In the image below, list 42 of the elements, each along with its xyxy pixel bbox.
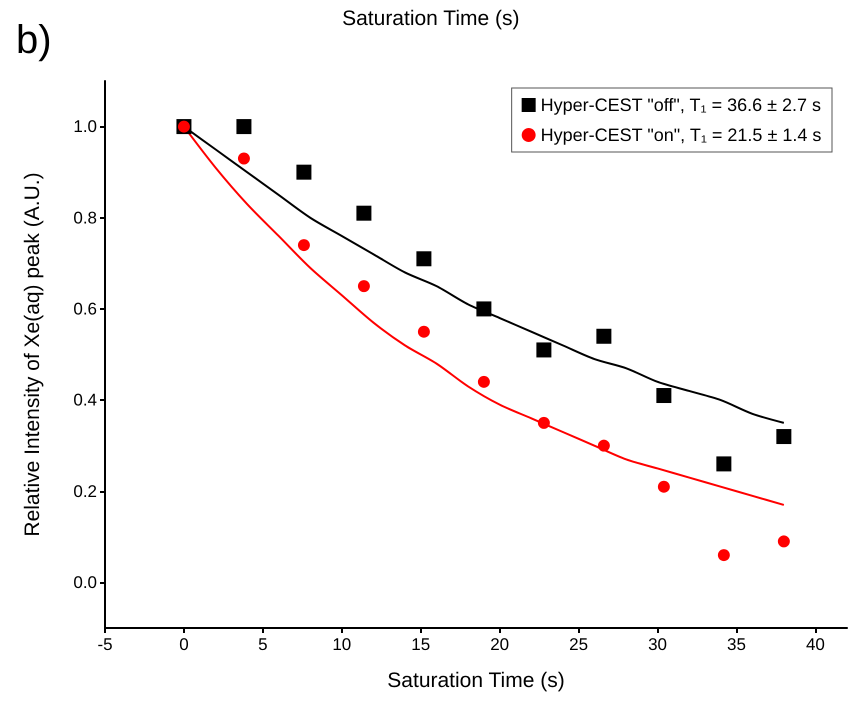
point	[656, 388, 672, 404]
point	[236, 119, 252, 134]
point	[776, 429, 792, 444]
point	[718, 549, 730, 562]
legend-label: Hyper-CEST "on", T₁ = 21.5 ± 1.4 s	[540, 125, 822, 145]
x-tick-label: 25	[569, 635, 588, 654]
point	[358, 280, 370, 292]
point	[716, 456, 732, 472]
x-tick-label: 15	[411, 635, 430, 654]
text: Saturation Time (s)	[342, 7, 520, 30]
x-tick-label: 0	[179, 635, 189, 654]
point	[478, 376, 490, 388]
x-tick-label: -5	[97, 635, 113, 654]
point	[416, 251, 432, 266]
y-tick-label: 0.8	[73, 208, 97, 228]
x-tick-label: 35	[727, 635, 746, 654]
x-axis-title: Saturation Time (s)	[387, 669, 565, 692]
point	[778, 535, 790, 548]
point	[536, 342, 552, 358]
x-tick-label: 10	[332, 635, 352, 654]
point	[658, 480, 670, 493]
point	[596, 328, 612, 344]
legend-label: Hyper-CEST "off", T₁ = 36.6 ± 2.7 s	[540, 95, 822, 115]
y-tick-label: 0.4	[73, 390, 97, 410]
point	[418, 326, 430, 338]
y-axis-title: Relative Intensity of Xe(aq) peak (A.U.)	[21, 172, 44, 537]
text: b)	[16, 18, 52, 62]
point	[356, 206, 372, 221]
y-tick-label: 1.0	[73, 117, 97, 136]
y-tick-label: 0.0	[73, 572, 97, 592]
point	[296, 164, 312, 180]
point	[238, 152, 250, 164]
y-tick-label: 0.6	[73, 299, 97, 318]
x-tick-label: 40	[806, 635, 825, 654]
x-tick-label: 5	[258, 635, 268, 654]
y-tick-label: 0.2	[73, 482, 97, 501]
x-tick-label: 20	[490, 635, 510, 654]
point	[538, 416, 550, 429]
point	[598, 440, 610, 452]
point	[298, 239, 310, 252]
x-tick-label: 30	[648, 635, 668, 654]
point	[476, 301, 492, 316]
